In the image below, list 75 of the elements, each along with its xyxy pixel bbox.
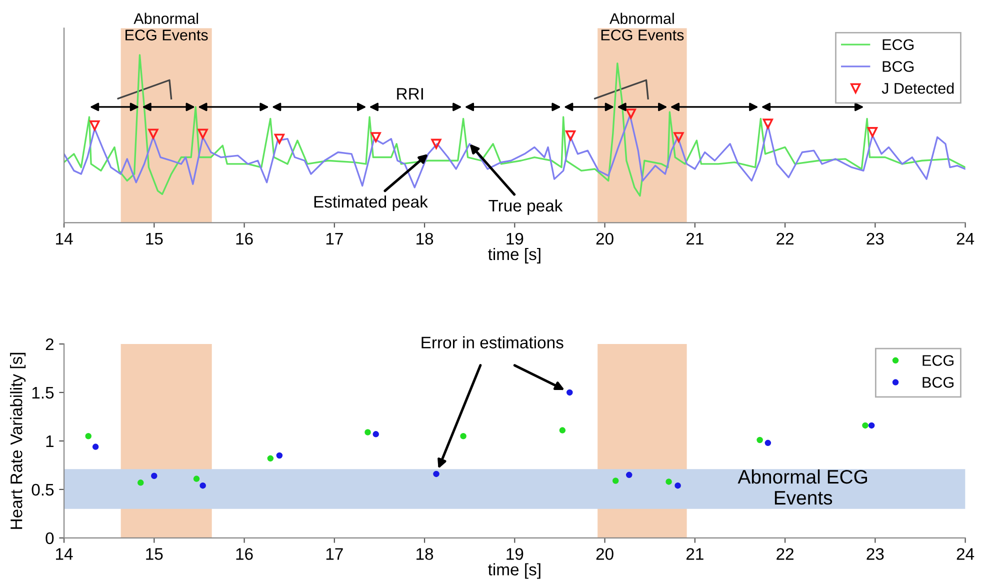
y-tick-label: 2 xyxy=(46,338,54,350)
x-tick-label: 17 xyxy=(326,548,343,560)
band-label: Abnormal ECG Events xyxy=(126,12,208,40)
point xyxy=(200,482,206,489)
legend-label: BCG xyxy=(922,376,954,388)
point xyxy=(267,455,274,462)
point xyxy=(276,452,283,459)
point xyxy=(92,444,99,450)
band-label: Abnormal ECG Events xyxy=(601,12,684,40)
point xyxy=(566,389,573,396)
point xyxy=(862,422,868,429)
legend-label: BCG xyxy=(882,61,914,72)
point xyxy=(460,432,466,440)
y-tick-label: 0.5 xyxy=(32,484,54,496)
point xyxy=(148,128,158,139)
point xyxy=(612,478,619,484)
x-tick-label: 23 xyxy=(866,548,884,560)
point xyxy=(372,431,379,438)
legend-label: ECG xyxy=(922,355,954,366)
x-tick-label: 15 xyxy=(146,233,163,245)
x-tick-label: 24 xyxy=(956,548,974,560)
x-tick-label: 16 xyxy=(236,232,253,245)
point xyxy=(85,432,92,440)
point xyxy=(431,138,442,149)
point xyxy=(370,132,381,142)
point xyxy=(666,478,672,485)
legend-label: ECG xyxy=(882,39,914,50)
annotation: Error in estimations xyxy=(422,336,564,348)
x-tick-label: 22 xyxy=(776,232,794,244)
y-tick-label: 1.5 xyxy=(32,387,54,399)
band-label: Abnormal ECG Events xyxy=(738,469,867,505)
point xyxy=(193,476,200,482)
x-tick-label: 14 xyxy=(56,233,73,244)
point xyxy=(364,429,371,436)
x-tick-label: 22 xyxy=(776,548,794,560)
x-tick-label: 19 xyxy=(506,232,524,245)
y-axis-title: Heart Rate Variability [s] xyxy=(10,352,26,529)
x-tick-label: 18 xyxy=(416,232,434,245)
point xyxy=(565,130,576,141)
x-tick-label: 17 xyxy=(326,233,343,244)
x-tick-label: 21 xyxy=(686,232,704,244)
x-axis-title: time [s] xyxy=(488,563,540,579)
x-tick-label: 20 xyxy=(596,232,614,245)
point xyxy=(433,470,440,478)
annotation: True peak xyxy=(488,199,563,215)
x-tick-label: 21 xyxy=(686,548,704,560)
point xyxy=(626,472,632,478)
y-tick-label: 0 xyxy=(46,532,54,544)
point xyxy=(868,422,875,429)
x-tick-label: 15 xyxy=(146,548,163,560)
annotation: Estimated peak xyxy=(314,195,428,211)
legend-label: J Detected xyxy=(882,82,954,94)
annotation: RRI xyxy=(397,88,423,100)
x-tick-label: 18 xyxy=(416,548,434,560)
point xyxy=(198,128,208,139)
point xyxy=(756,436,763,444)
point xyxy=(138,480,144,486)
x-tick-label: 19 xyxy=(506,548,524,560)
point xyxy=(674,132,684,142)
point xyxy=(90,120,100,130)
point xyxy=(151,472,158,480)
x-axis-title: time [s] xyxy=(488,248,540,264)
x-tick-label: 23 xyxy=(866,232,884,245)
y-tick-label: 1 xyxy=(46,436,54,448)
point xyxy=(762,118,773,129)
point xyxy=(674,482,681,489)
x-tick-label: 14 xyxy=(56,548,73,560)
x-tick-label: 16 xyxy=(236,548,253,560)
point xyxy=(867,127,878,138)
point xyxy=(274,134,284,144)
point xyxy=(626,108,636,119)
x-tick-label: 20 xyxy=(596,548,614,560)
point xyxy=(764,440,772,446)
x-tick-label: 24 xyxy=(956,232,974,244)
point xyxy=(559,427,566,434)
